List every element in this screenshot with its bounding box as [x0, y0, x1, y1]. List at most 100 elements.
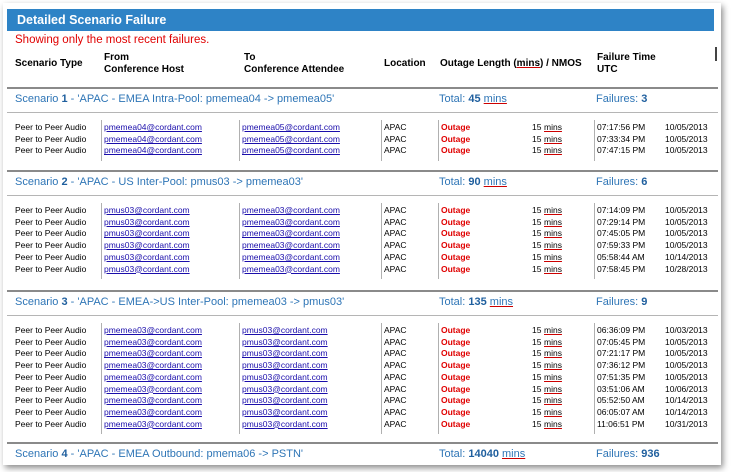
- column-divider: [101, 120, 102, 162]
- row-from-email[interactable]: pmemea03@cordant.com: [104, 406, 202, 417]
- row-type: Peer to Peer Audio: [15, 371, 87, 382]
- row-to-email[interactable]: pmus03@cordant.com: [242, 406, 328, 417]
- table-row: Peer to Peer Audio pmemea03@cordant.com pm…: [3, 419, 721, 431]
- row-from-email[interactable]: pmus03@cordant.com: [104, 205, 190, 215]
- header-failure-line2: UTC: [597, 64, 618, 75]
- header-outage-pre: Outage Length (: [440, 58, 517, 69]
- scenario-header: Scenario 3 - 'APAC - EMEA->US Inter-Pool…: [7, 292, 718, 314]
- table-row: Peer to Peer Audio pmemea04@cordant.com pm…: [3, 134, 721, 146]
- row-failure-date: 10/14/2013: [665, 406, 708, 417]
- scenario-number: 1: [61, 93, 68, 105]
- row-to-email[interactable]: pmus03@cordant.com: [242, 383, 328, 394]
- row-outage-length: 15: [532, 251, 542, 262]
- header-outage-post: ) / NMOS: [540, 58, 582, 69]
- header-divider: [715, 47, 717, 61]
- row-failure-time: 06:05:07 AM: [597, 406, 645, 417]
- row-to-email[interactable]: pmemea05@cordant.com: [242, 133, 340, 144]
- row-to-email[interactable]: pmemea05@cordant.com: [242, 122, 340, 132]
- scenario-total: Total: 45 mins: [439, 93, 507, 105]
- header-from-line1: From: [104, 52, 129, 63]
- row-outage-status: Outage: [441, 395, 471, 406]
- row-location: APAC: [384, 418, 407, 429]
- row-outage-length: 15: [532, 336, 542, 347]
- row-outage-status: Outage: [441, 216, 471, 227]
- row-outage-status: Outage: [441, 145, 471, 156]
- row-outage-length: 15: [532, 418, 542, 429]
- scenario-failures-value: 9: [641, 296, 648, 308]
- row-type: Peer to Peer Audio: [15, 360, 87, 371]
- row-type: Peer to Peer Audio: [15, 263, 87, 274]
- row-to-email[interactable]: pmemea03@cordant.com: [242, 240, 340, 251]
- row-from-email[interactable]: pmus03@cordant.com: [104, 251, 190, 262]
- scenario-divider: [7, 290, 718, 292]
- row-from-email[interactable]: pmus03@cordant.com: [104, 240, 190, 251]
- header-from: From Conference Host: [104, 52, 184, 76]
- row-to-email[interactable]: pmemea03@cordant.com: [242, 263, 340, 274]
- scenario-label: Scenario: [15, 176, 62, 188]
- row-outage-unit: mins: [544, 122, 562, 132]
- row-from-email[interactable]: pmemea03@cordant.com: [104, 383, 202, 394]
- row-outage-status: Outage: [441, 336, 471, 347]
- row-location: APAC: [384, 395, 407, 406]
- scenario-divider: [7, 87, 718, 89]
- row-type: Peer to Peer Audio: [15, 406, 87, 417]
- header-from-line2: Conference Host: [104, 64, 185, 75]
- report-banner: Detailed Scenario Failure: [7, 9, 714, 31]
- row-failure-date: 10/05/2013: [665, 336, 708, 347]
- scenario-total-value: 45: [468, 93, 481, 105]
- table-row: Peer to Peer Audio pmemea03@cordant.com pm…: [3, 337, 721, 349]
- row-failure-time: 03:51:06 AM: [597, 383, 645, 394]
- row-location: APAC: [384, 263, 407, 274]
- row-failure-time: 05:52:50 AM: [597, 395, 645, 406]
- scenario-divider: [7, 442, 718, 444]
- row-failure-date: 10/05/2013: [665, 240, 708, 251]
- row-to-email[interactable]: pmus03@cordant.com: [242, 336, 328, 347]
- row-failure-time: 07:45:05 PM: [597, 228, 646, 239]
- row-from-email[interactable]: pmemea03@cordant.com: [104, 360, 202, 371]
- row-outage-status: Outage: [441, 325, 471, 335]
- scenario-number: 4: [61, 448, 68, 460]
- row-to-email[interactable]: pmus03@cordant.com: [242, 371, 328, 382]
- row-to-email[interactable]: pmemea03@cordant.com: [242, 228, 340, 239]
- row-from-email[interactable]: pmemea03@cordant.com: [104, 418, 202, 429]
- scenario-title: Scenario 2 - 'APAC - US Inter-Pool: pmus…: [15, 176, 303, 188]
- row-location: APAC: [384, 406, 407, 417]
- row-from-email[interactable]: pmus03@cordant.com: [104, 216, 190, 227]
- row-from-email[interactable]: pmemea03@cordant.com: [104, 395, 202, 406]
- scenario-header: Scenario 1 - 'APAC - EMEA Intra-Pool: pm…: [7, 89, 718, 111]
- row-failure-date: 10/14/2013: [665, 251, 708, 262]
- row-to-email[interactable]: pmemea03@cordant.com: [242, 216, 340, 227]
- row-to-email[interactable]: pmus03@cordant.com: [242, 360, 328, 371]
- row-failure-date: 10/05/2013: [665, 122, 708, 132]
- row-from-email[interactable]: pmemea03@cordant.com: [104, 371, 202, 382]
- row-to-email[interactable]: pmus03@cordant.com: [242, 348, 328, 359]
- row-from-email[interactable]: pmemea03@cordant.com: [104, 325, 202, 335]
- scenario-total: Total: 90 mins: [439, 176, 507, 188]
- row-to-email[interactable]: pmus03@cordant.com: [242, 325, 328, 335]
- row-to-email[interactable]: pmus03@cordant.com: [242, 418, 328, 429]
- row-from-email[interactable]: pmus03@cordant.com: [104, 263, 190, 274]
- row-from-email[interactable]: pmus03@cordant.com: [104, 228, 190, 239]
- row-outage-unit: mins: [544, 205, 562, 215]
- row-from-email[interactable]: pmemea04@cordant.com: [104, 145, 202, 156]
- row-outage-length: 15: [532, 133, 542, 144]
- row-from-email[interactable]: pmemea04@cordant.com: [104, 133, 202, 144]
- row-from-email[interactable]: pmemea03@cordant.com: [104, 348, 202, 359]
- row-from-email[interactable]: pmemea03@cordant.com: [104, 336, 202, 347]
- table-row: Peer to Peer Audio pmemea03@cordant.com pm…: [3, 348, 721, 360]
- row-to-email[interactable]: pmemea03@cordant.com: [242, 251, 340, 262]
- column-divider: [438, 203, 439, 280]
- row-type: Peer to Peer Audio: [15, 325, 87, 335]
- row-to-email[interactable]: pmemea03@cordant.com: [242, 205, 340, 215]
- row-outage-status: Outage: [441, 406, 471, 417]
- table-row: Peer to Peer Audio pmemea03@cordant.com pm…: [3, 325, 721, 337]
- row-to-email[interactable]: pmemea05@cordant.com: [242, 145, 340, 156]
- row-from-email[interactable]: pmemea04@cordant.com: [104, 122, 202, 132]
- table-row: Peer to Peer Audio pmus03@cordant.com pmem…: [3, 205, 721, 217]
- row-failure-time: 11:06:51 PM: [597, 418, 645, 429]
- scenario-failures-label: Failures:: [596, 448, 642, 460]
- row-type: Peer to Peer Audio: [15, 336, 87, 347]
- row-to-email[interactable]: pmus03@cordant.com: [242, 395, 328, 406]
- scenario-header: Scenario 4 - 'APAC - EMEA Outbound: pmem…: [7, 444, 718, 465]
- row-outage-unit: mins: [544, 216, 562, 227]
